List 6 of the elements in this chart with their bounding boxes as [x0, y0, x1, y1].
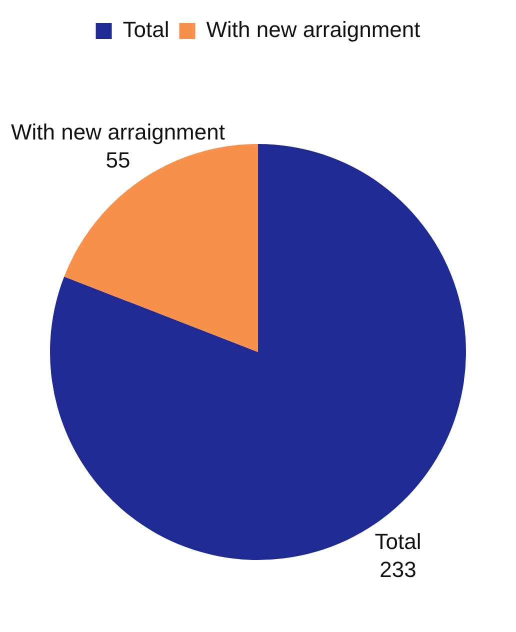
data-label: 233	[380, 556, 416, 582]
legend-label: With new arraignment	[206, 17, 420, 42]
data-label: 55	[106, 147, 130, 172]
slice-label: With new arraignment	[10, 119, 225, 144]
slice-label: Total	[374, 528, 422, 554]
legend-label: Total	[122, 17, 170, 42]
